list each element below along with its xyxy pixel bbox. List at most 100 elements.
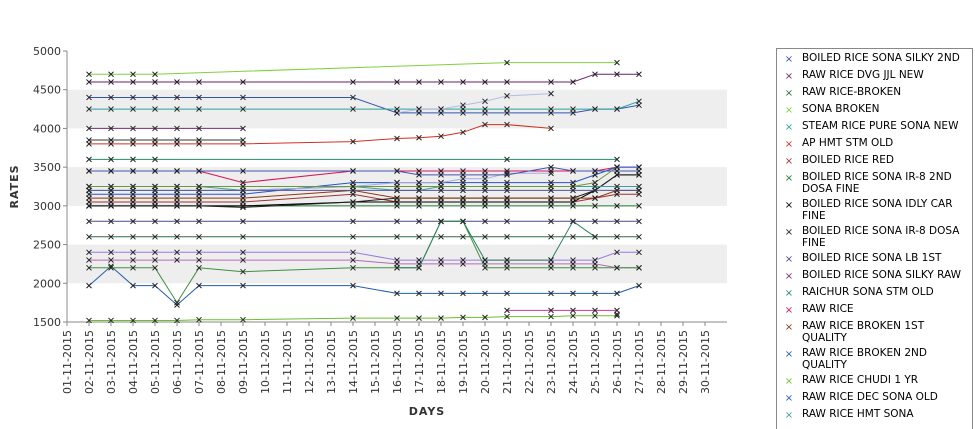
data-point [592,233,598,240]
legend-label: RAW RICE BROKEN 2ND QUALITY [802,347,927,371]
legend-label: STEAM RICE PURE SONA NEW [802,120,959,132]
data-point [240,316,246,323]
data-point [240,125,246,132]
data-point [460,79,466,85]
data-point [504,307,510,314]
data-point [504,233,510,240]
legend-marker-icon: × [784,122,794,133]
data-point [460,233,466,240]
data-point [614,218,620,225]
data-point [350,94,356,101]
data-point [196,282,202,289]
data-point [86,203,92,209]
legend-item: × RAW RICE-BROKEN [777,86,972,100]
data-point [438,290,444,297]
data-point [482,290,488,297]
data-point [174,257,180,263]
data-point [350,264,356,271]
data-point [438,218,444,225]
x-tick-label: 14-11-2015 [347,330,360,394]
legend-item: × BOILED RICE SONA IR-8 DOSA FINE [777,225,972,249]
data-point [174,94,180,101]
y-tick-label: 4500 [33,84,61,97]
data-point [108,94,114,101]
data-point [86,71,92,78]
data-point [504,195,510,201]
legend-item: × RAW RICE CHUDI 1 YR [777,374,972,388]
data-point [174,168,180,174]
x-tick-label: 30-11-2015 [699,330,712,394]
data-point [394,290,400,297]
data-point [130,233,136,240]
data-point [174,125,180,132]
data-point [548,195,554,201]
data-point [570,290,576,297]
data-point [350,138,356,145]
data-point [636,203,642,209]
data-point [570,195,576,201]
data-point [438,233,444,240]
data-point [152,249,158,256]
legend-marker-icon: × [784,156,794,167]
data-point [416,233,422,240]
data-point [86,317,92,324]
data-point [130,249,136,256]
data-point [570,187,576,194]
legend-item: × STEAM RICE PURE SONA NEW [777,120,972,134]
legend-marker-icon: × [784,173,794,184]
data-point [174,249,180,256]
data-point [394,218,400,225]
data-point [416,218,422,225]
data-point [614,59,620,66]
data-point [504,187,510,194]
data-point [240,218,246,225]
data-point [174,187,180,194]
data-point [174,106,180,112]
x-tick-label: 19-11-2015 [457,330,470,394]
legend-marker-icon: × [784,410,794,421]
data-point [548,264,554,271]
legend-label: BOILED RICE SONA IR-8 DOSA FINE [802,225,960,249]
data-point [460,290,466,297]
legend-label: BOILED RICE SONA SILKY 2ND [802,52,960,64]
data-point [108,218,114,225]
data-point [482,79,488,85]
data-point [240,268,246,275]
legend-marker-icon: × [784,105,794,116]
legend-item: × BOILED RICE RED [777,154,972,168]
y-tick-label: 1500 [33,316,61,329]
data-point [548,106,554,112]
data-point [86,94,92,101]
legend-item: × AP HMT STM OLD [777,137,972,151]
data-point [86,257,92,263]
data-point [416,195,422,201]
data-point [350,218,356,225]
x-tick-label: 02-11-2015 [83,330,96,394]
data-point [196,137,202,143]
data-point [438,172,444,178]
data-point [614,187,620,194]
data-point [240,249,246,256]
data-point [482,195,488,201]
data-point [592,307,598,314]
data-point [548,125,554,132]
data-point [108,317,114,324]
data-point [196,316,202,323]
data-point [240,106,246,112]
x-tick-label: 16-11-2015 [391,330,404,394]
x-tick-label: 26-11-2015 [611,330,624,394]
legend-marker-icon: × [784,322,794,333]
data-point [504,264,510,271]
data-point [86,106,92,112]
data-point [416,290,422,297]
legend-marker-icon: × [784,227,794,238]
data-point [130,94,136,101]
data-point [196,125,202,132]
data-point [504,313,510,320]
data-point [482,264,488,271]
data-point [240,282,246,289]
data-point [592,71,598,78]
legend-marker-icon: × [784,200,794,211]
data-point [174,79,180,85]
data-point [482,233,488,240]
